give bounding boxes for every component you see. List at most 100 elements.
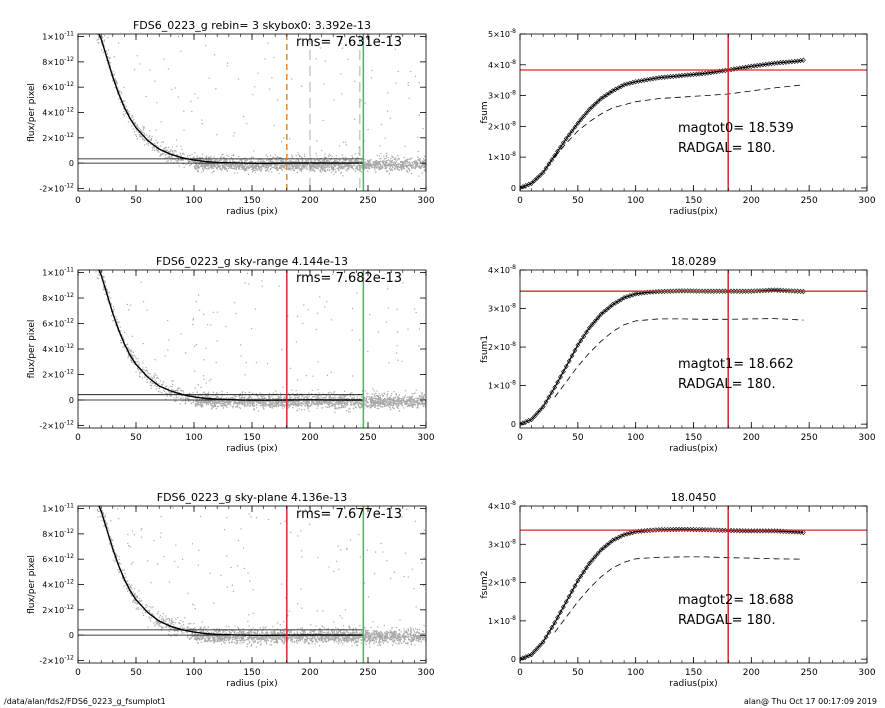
data-point bbox=[218, 160, 220, 162]
data-point bbox=[153, 382, 155, 384]
data-point bbox=[138, 133, 140, 135]
data-point bbox=[262, 395, 264, 397]
data-point bbox=[219, 397, 221, 399]
data-point bbox=[181, 394, 183, 397]
data-point bbox=[370, 77, 373, 79]
data-point bbox=[258, 398, 260, 400]
data-point bbox=[311, 400, 314, 402]
data-point bbox=[244, 165, 246, 167]
data-point bbox=[268, 404, 270, 407]
data-point bbox=[299, 156, 301, 158]
data-point bbox=[190, 163, 192, 165]
data-point bbox=[207, 391, 210, 393]
data-point bbox=[168, 154, 170, 156]
data-point bbox=[127, 347, 129, 349]
data-point bbox=[180, 390, 182, 392]
data-point bbox=[321, 167, 323, 169]
x-tick-label: 150 bbox=[243, 433, 260, 443]
data-point bbox=[263, 404, 265, 407]
data-point bbox=[352, 400, 354, 402]
data-point bbox=[317, 396, 319, 399]
data-point bbox=[251, 166, 253, 168]
data-point bbox=[244, 396, 246, 398]
data-point bbox=[293, 395, 295, 397]
data-point bbox=[364, 167, 367, 169]
data-point bbox=[406, 170, 408, 172]
data-point bbox=[370, 274, 372, 276]
data-point bbox=[277, 99, 279, 101]
data-point bbox=[410, 400, 412, 402]
data-point bbox=[607, 90, 613, 96]
data-point bbox=[397, 398, 399, 400]
data-point bbox=[96, 261, 97, 262]
data-point bbox=[171, 156, 173, 158]
data-point bbox=[417, 403, 420, 405]
data-point bbox=[421, 161, 424, 163]
data-point bbox=[549, 157, 555, 163]
data-point bbox=[395, 352, 398, 354]
data-point bbox=[314, 167, 316, 169]
data-point bbox=[307, 402, 309, 405]
data-point bbox=[260, 170, 262, 172]
data-point bbox=[352, 157, 354, 159]
x-tick-label: 300 bbox=[858, 196, 875, 206]
data-point bbox=[601, 94, 607, 100]
data-point bbox=[322, 397, 325, 399]
data-point bbox=[421, 402, 424, 404]
data-point bbox=[262, 405, 264, 407]
data-point bbox=[123, 110, 125, 113]
data-point bbox=[140, 130, 143, 132]
data-point bbox=[174, 393, 176, 395]
data-point bbox=[250, 397, 252, 399]
data-point bbox=[418, 400, 420, 402]
data-point bbox=[256, 407, 258, 409]
data-point bbox=[170, 395, 172, 397]
data-point bbox=[111, 315, 113, 317]
data-point bbox=[378, 402, 381, 405]
data-point bbox=[221, 165, 224, 167]
data-point bbox=[349, 395, 352, 397]
data-point bbox=[417, 162, 419, 164]
data-point bbox=[197, 395, 199, 397]
data-point bbox=[257, 158, 259, 160]
data-point bbox=[411, 398, 413, 400]
data-point bbox=[218, 402, 221, 404]
data-point bbox=[240, 168, 243, 170]
data-point bbox=[196, 170, 199, 172]
magtot-annotation: magtot0= 18.539 bbox=[678, 121, 794, 136]
data-point bbox=[217, 401, 219, 404]
data-point bbox=[251, 165, 254, 167]
data-point bbox=[393, 164, 395, 167]
data-point bbox=[310, 400, 313, 402]
data-point bbox=[407, 167, 409, 169]
data-point bbox=[261, 158, 263, 161]
data-point bbox=[220, 159, 222, 161]
data-point bbox=[113, 308, 115, 310]
data-point bbox=[260, 400, 262, 403]
data-point bbox=[328, 153, 331, 155]
data-point bbox=[127, 121, 129, 123]
data-point bbox=[241, 402, 244, 405]
data-point bbox=[103, 45, 106, 47]
data-point bbox=[206, 163, 209, 166]
data-point bbox=[369, 167, 371, 170]
data-point bbox=[96, 266, 97, 267]
data-point bbox=[360, 99, 362, 101]
data-point bbox=[271, 167, 273, 169]
data-point bbox=[281, 348, 283, 351]
data-point bbox=[335, 401, 338, 404]
data-point bbox=[287, 403, 289, 405]
data-point bbox=[196, 155, 198, 157]
data-point bbox=[340, 401, 343, 403]
data-point bbox=[230, 167, 232, 169]
data-point bbox=[415, 165, 418, 168]
data-point bbox=[360, 167, 362, 169]
data-point bbox=[419, 166, 421, 168]
data-point bbox=[380, 398, 382, 400]
data-point bbox=[384, 168, 386, 170]
data-point bbox=[376, 390, 378, 392]
data-point bbox=[107, 292, 109, 294]
data-point bbox=[327, 168, 329, 170]
data-point bbox=[353, 164, 355, 166]
data-point bbox=[252, 168, 254, 170]
